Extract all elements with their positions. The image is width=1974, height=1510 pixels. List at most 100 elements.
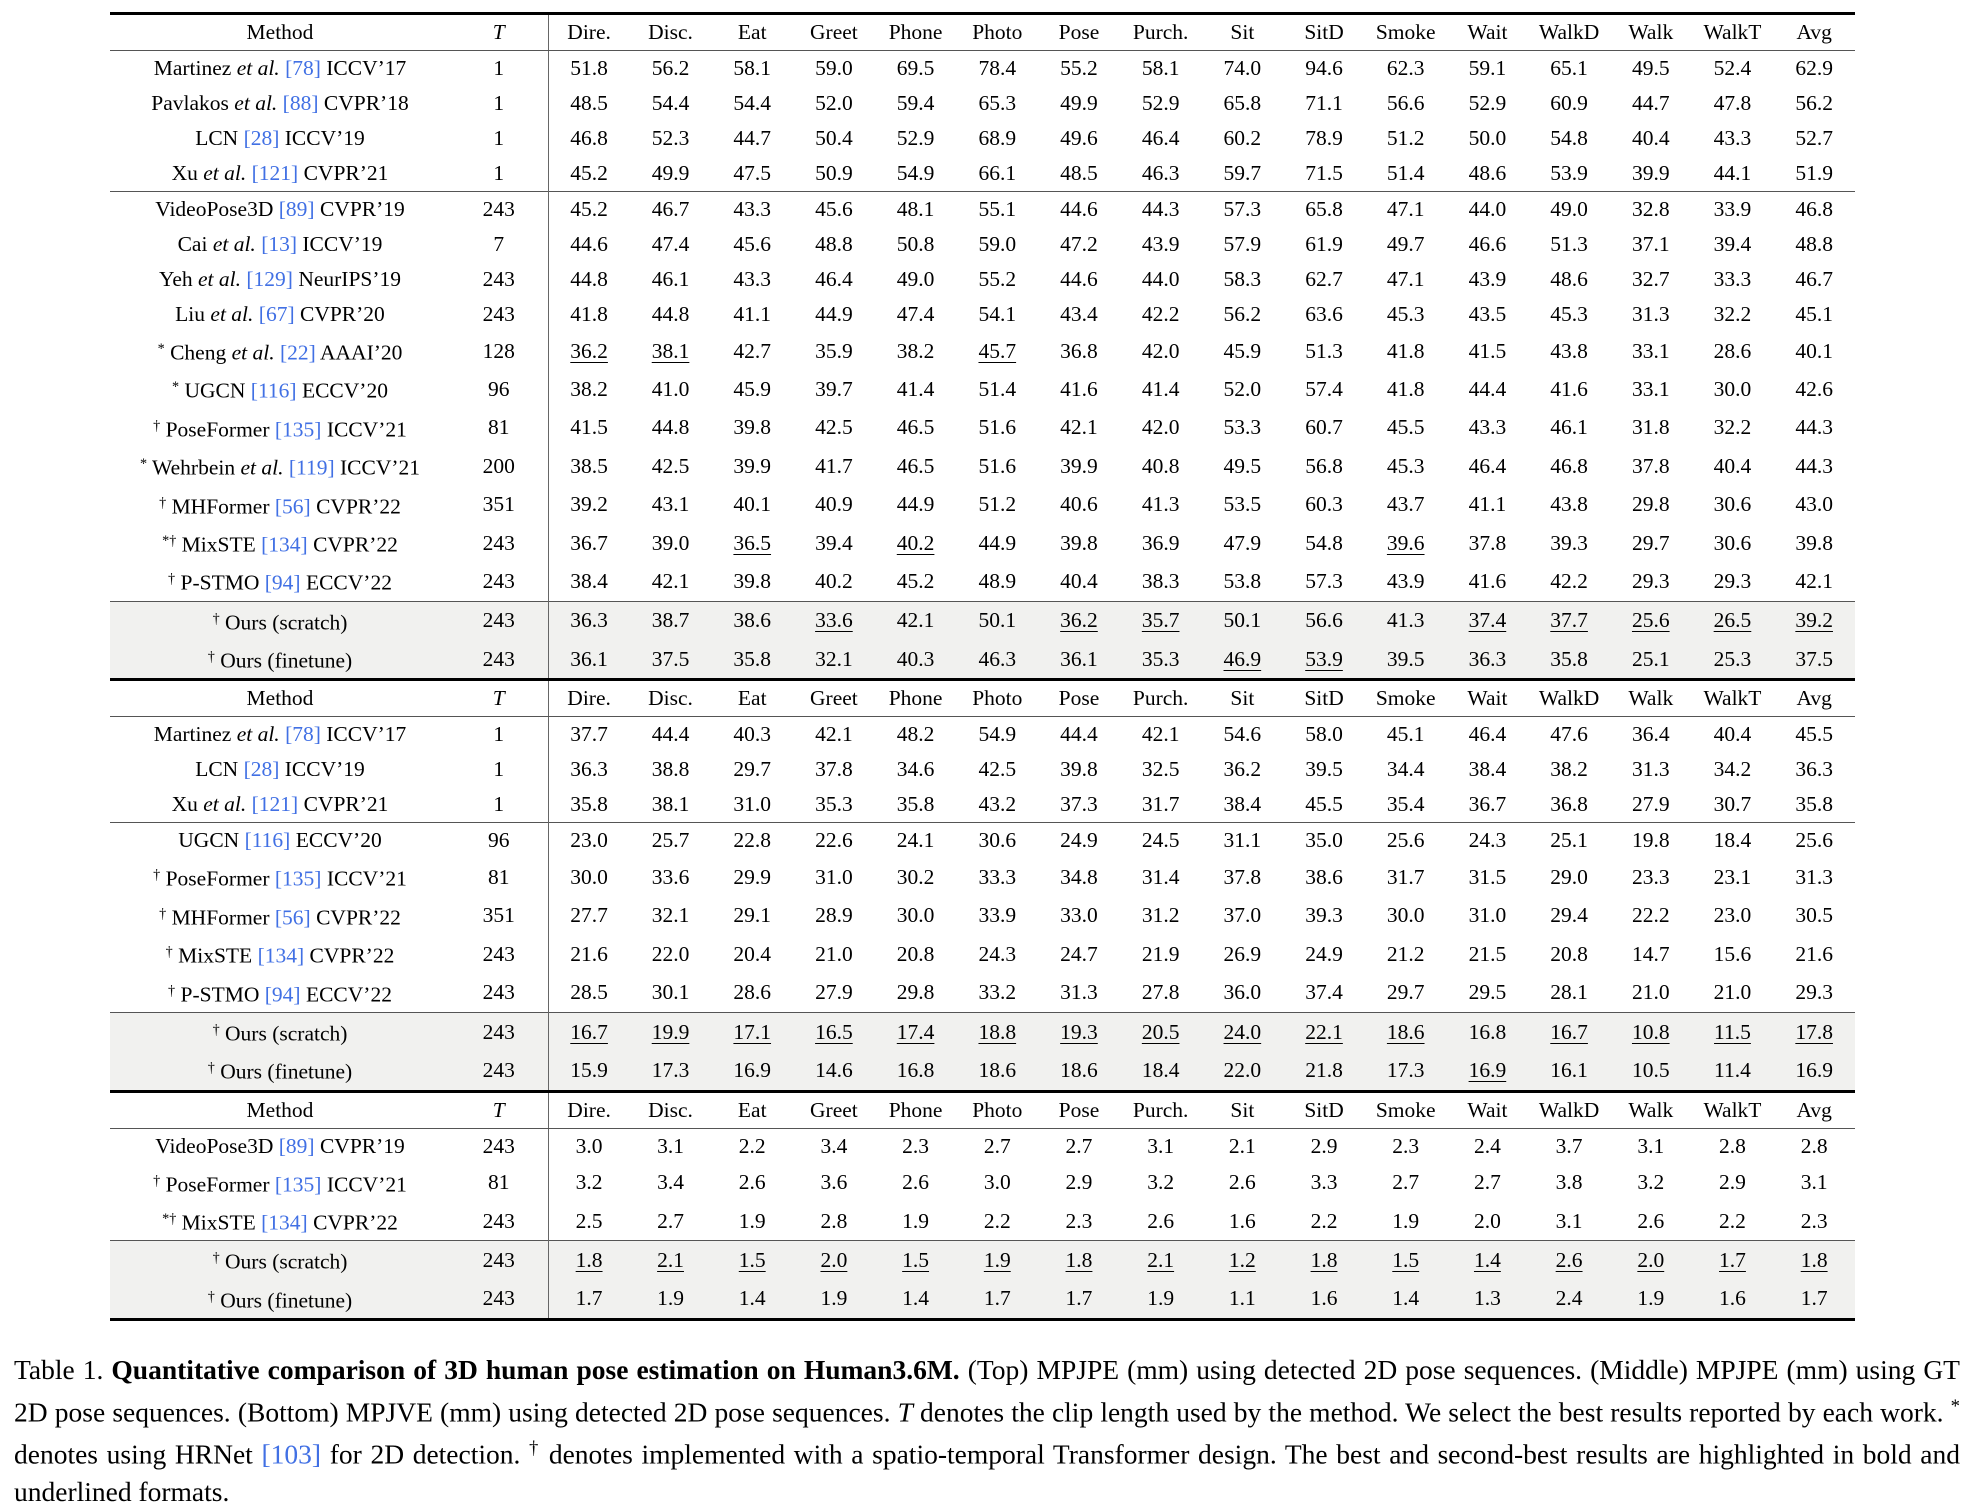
citation-link[interactable]: [67] [258,302,295,326]
value-cell: 45.2 [547,156,630,192]
method-cell: † PoseFormer [135] ICCV’21 [153,866,407,891]
value-cell: 46.5 [896,415,935,440]
citation-link[interactable]: [134] [261,1210,308,1235]
citation-link[interactable]: [119] [288,455,335,480]
value-cell: 3.0 [547,1128,630,1164]
value-cell: 59.0 [978,232,1017,256]
value-cell: 56.2 [1795,91,1833,115]
citation-link[interactable]: [121] [251,792,299,817]
value-cell: 42.5 [651,453,690,478]
citation-link[interactable]: [78] [285,722,321,747]
citation-link[interactable]: [129] [246,267,293,291]
value-cell: 38.2 [547,370,630,409]
value-cell: 69.5 [896,56,935,80]
citation-link[interactable]: [88] [282,91,319,115]
citation-link[interactable]: [135] [274,417,322,442]
clip-length-cell: 243 [482,980,515,1005]
value-cell: 33.3 [978,865,1017,890]
table-header-row: Method T Dire. Disc. Eat Greet Phone Photo Pose P… [110,678,1855,718]
citation-link[interactable]: [121] [251,161,299,185]
method-cell: * UGCN [116] ECCV’20 [172,378,388,403]
value-cell: 42.1 [651,568,690,593]
value-cell: 40.3 [874,640,957,680]
table-row: * UGCN [116] ECCV’20 96 38.2 41.0 45.9 39.7 41… [110,370,1855,409]
value-cell: 16.9 [1446,1051,1529,1092]
value-cell: 2.8 [1719,1133,1746,1158]
citation-link[interactable]: [134] [261,532,308,557]
value-cell: 53.9 [1283,640,1365,680]
table-row: † Ours (scratch) 243 36.3 38.7 38.6 33.6 42.1 5… [110,600,1855,640]
value-cell: 30.6 [956,822,1039,859]
citation-link[interactable]: [135] [274,1172,322,1196]
value-cell: 74.0 [1223,56,1262,80]
citation-link[interactable]: [134] [257,943,305,968]
value-cell: 45.1 [1386,722,1425,747]
value-cell: 45.5 [1386,415,1425,440]
value-cell: 29.1 [733,903,772,928]
value-cell: 25.6 [1609,600,1692,640]
value-cell: 65.8 [1283,191,1365,227]
column-header: Pose [1038,678,1120,718]
value-cell: 40.9 [815,492,853,517]
value-cell: 21.0 [1713,980,1752,1005]
citation-link[interactable]: [94] [264,981,301,1006]
value-cell: 46.8 [547,121,630,156]
column-header: Smoke [1364,1089,1447,1129]
value-cell: 46.4 [1468,453,1507,478]
citation-link[interactable]: [78] [285,56,321,80]
value-cell: 54.1 [978,302,1017,326]
citation-link[interactable]: [135] [274,866,322,891]
value-cell: 2.6 [1528,1240,1610,1280]
value-cell: 58.0 [1305,722,1343,747]
clip-length-cell: 1 [493,56,505,80]
value-cell: 1.7 [547,1279,630,1322]
citation-link[interactable]: [116] [244,828,291,853]
value-cell: 37.1 [1631,232,1670,256]
method-cell: Xu et al. [121] CVPR’21 [171,792,389,817]
citation-link[interactable]: [28] [243,757,280,782]
value-cell: 54.8 [1550,126,1588,150]
value-cell: 45.6 [733,232,772,256]
value-cell: 55.2 [1060,56,1098,80]
value-cell: 19.3 [1038,1011,1120,1052]
citation-link[interactable]: [28] [243,126,280,150]
citation-link[interactable]: [89] [278,197,315,221]
value-cell: 51.8 [547,50,630,86]
value-cell: 3.2 [1637,1170,1665,1195]
column-header: Method [110,678,450,718]
value-cell: 1.7 [956,1279,1039,1322]
value-cell: 36.2 [1038,600,1120,640]
value-cell: 31.7 [1141,792,1180,817]
value-cell: 16.8 [874,1051,957,1092]
value-cell: 2.3 [902,1133,930,1158]
citation-link[interactable]: [22] [279,340,316,365]
clip-length-cell: 128 [482,338,515,363]
citation-link[interactable]: [103] [261,1438,322,1470]
column-header: Disc. [629,1089,712,1129]
citation-link[interactable]: [56] [274,905,311,930]
footnote-marker: † [207,1288,215,1305]
value-cell: 78.9 [1305,126,1343,150]
value-cell: 39.9 [1631,161,1670,185]
value-cell: 2.3 [1800,1208,1828,1233]
value-cell: 36.1 [1038,640,1120,680]
citation-link[interactable]: [116] [250,378,297,403]
value-cell: 49.5 [1223,453,1262,478]
clip-length-cell: 1 [493,161,505,185]
value-cell: 39.8 [733,568,772,593]
citation-link[interactable]: [56] [274,493,311,518]
column-header: Pose [1038,1089,1120,1129]
value-cell: 43.9 [1141,232,1180,256]
method-cell: *† MixSTE [134] CVPR’22 [162,532,398,557]
value-cell: 46.7 [1795,267,1833,291]
value-cell: 36.7 [547,523,630,563]
citation-link[interactable]: [94] [264,570,301,595]
table-row: *† MixSTE [134] CVPR’22 243 36.7 39.0 36.5 39… [110,523,1855,563]
citation-link[interactable]: [13] [261,232,298,256]
value-cell: 2.4 [1473,1133,1501,1158]
value-cell: 54.4 [651,91,690,115]
citation-link[interactable]: [89] [278,1133,315,1158]
value-cell: 31.0 [733,792,772,817]
value-cell: 17.3 [1364,1051,1447,1092]
value-cell: 71.1 [1305,91,1343,115]
